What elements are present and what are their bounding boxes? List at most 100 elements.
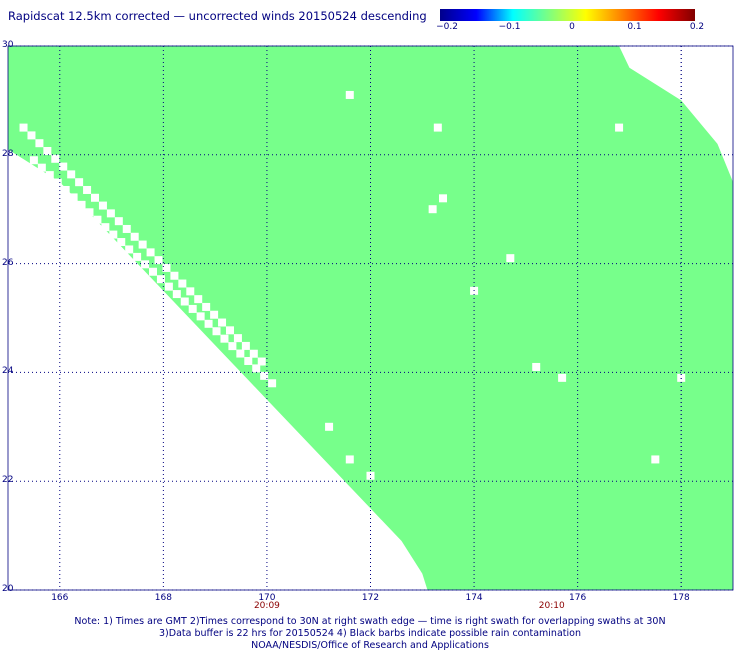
colorbar-tick-label: 0 (569, 22, 575, 32)
gap-cell (260, 371, 269, 380)
gap-cell (196, 312, 205, 321)
latitude-tick-label: 28 (2, 148, 14, 159)
longitude-tick-label: 168 (154, 593, 172, 603)
plot-title: Rapidscat 12.5km corrected — uncorrected… (8, 9, 427, 23)
note-line-1: Note: 1) Times are GMT 2)Times correspon… (74, 616, 666, 627)
gap-cell (77, 200, 86, 209)
note-line-2: 3)Data buffer is 22 hrs for 20150524 4) … (159, 628, 581, 639)
gap-cell (194, 295, 203, 304)
gap-cell (170, 271, 179, 280)
missing-cell (366, 471, 375, 480)
gap-cell (172, 290, 181, 299)
gap-cell (186, 287, 195, 296)
gap-cell (178, 279, 187, 288)
gap-cell (141, 260, 150, 269)
colorbar-tick-label: −0.2 (436, 22, 458, 32)
longitude-tick-label: 172 (361, 593, 380, 603)
gap-cell (138, 240, 147, 249)
gap-cell (98, 201, 107, 210)
colorbar-tick-label: 0.1 (627, 22, 642, 32)
missing-cell (532, 362, 541, 371)
gap-cell (130, 232, 139, 241)
longitude-tick-label: 174 (465, 593, 483, 603)
gap-cell (19, 123, 28, 132)
gap-cell (268, 379, 277, 388)
missing-cell (615, 123, 624, 132)
colorbar-tick-label: −0.1 (498, 22, 521, 32)
gap-cell (241, 341, 250, 350)
gap-cell (257, 357, 266, 366)
gap-cell (106, 209, 115, 218)
gap-cell (162, 263, 171, 272)
note-line-3: NOAA/NESDIS/Office of Research and Appli… (251, 640, 489, 651)
gap-cell (210, 310, 219, 319)
gap-cell (164, 282, 173, 291)
gap-cell (125, 245, 134, 254)
lat-lon-grid (7, 45, 734, 591)
gap-cell (154, 256, 163, 265)
colorbar-gradient (440, 9, 695, 21)
gap-cell (45, 171, 54, 180)
gap-cell (220, 334, 229, 343)
gap-cell (117, 238, 126, 247)
gap-cell (204, 319, 213, 328)
gap-cell (122, 224, 131, 233)
gap-cell (53, 178, 62, 187)
pass-time-label: 20:10 (538, 601, 565, 611)
missing-cell (325, 422, 334, 431)
gap-cell (37, 163, 46, 172)
longitude-tick-label: 176 (569, 593, 587, 603)
gap-cell (188, 304, 197, 313)
gap-cell (252, 364, 261, 373)
swath-gaps (19, 90, 686, 480)
gap-cell (180, 297, 189, 306)
gap-cell (27, 131, 36, 140)
longitude-tick-label: 170 (258, 593, 276, 603)
gap-cell (85, 208, 94, 217)
gap-cell (93, 215, 102, 224)
gap-cell (236, 349, 245, 358)
gap-cell (249, 349, 258, 358)
latitude-tick-label: 26 (2, 257, 14, 268)
gap-cell (225, 326, 234, 335)
gap-cell (149, 267, 157, 276)
gap-cell (233, 334, 242, 343)
missing-cell (677, 373, 686, 382)
missing-cell (345, 90, 354, 99)
gap-cell (101, 223, 110, 232)
missing-cell (506, 254, 515, 263)
gap-cell (91, 193, 99, 202)
gap-cell (228, 342, 237, 351)
latitude-tick-label: 30 (2, 40, 14, 50)
map-plot (7, 45, 734, 591)
gap-cell (218, 318, 227, 327)
missing-cell (433, 123, 442, 132)
gap-cell (75, 178, 84, 187)
missing-cell (651, 455, 660, 464)
gap-cell (83, 185, 92, 194)
gap-cell (156, 275, 165, 284)
latitude-tick-label: 22 (2, 475, 14, 486)
gap-cell (61, 185, 70, 194)
gap-cell (43, 146, 52, 155)
gap-cell (212, 327, 221, 336)
pass-time-label: 20:09 (253, 601, 280, 611)
missing-cell (558, 373, 567, 382)
longitude-tick-label: 178 (672, 593, 690, 603)
gap-cell (114, 217, 123, 226)
gap-cell (109, 230, 118, 239)
gap-cell (51, 154, 60, 163)
gap-cell (244, 356, 253, 365)
missing-cell (345, 455, 354, 464)
gap-cell (35, 139, 44, 148)
longitude-tick-label: 166 (51, 593, 69, 603)
colorbar (440, 9, 695, 21)
gap-cell (202, 302, 211, 311)
colorbar-tick-label: 0.2 (689, 22, 705, 32)
gap-cell (69, 193, 78, 202)
missing-cell (439, 194, 447, 203)
gap-cell (59, 162, 68, 171)
gap-cell (67, 170, 76, 179)
gap-cell (29, 156, 38, 165)
gap-cell (133, 252, 142, 261)
